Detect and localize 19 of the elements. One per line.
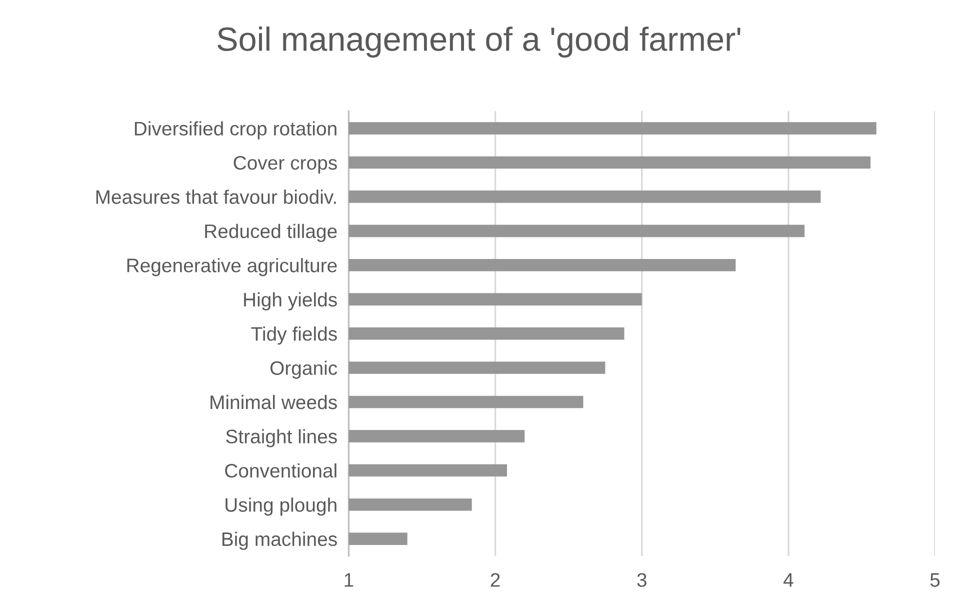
y-tick-label: Minimal weeds <box>210 394 337 410</box>
y-tick-label: Organic <box>270 360 338 379</box>
y-tick-label: Big machines <box>222 532 337 550</box>
y-tick-label: Straight lines <box>226 429 337 448</box>
x-tick-label: 4 <box>783 573 794 587</box>
y-tick-label: Measures that favour biodiv. <box>96 190 336 204</box>
y-tick-label: Regenerative agriculture <box>127 258 337 276</box>
y-tick-label: Conventional <box>225 463 336 478</box>
y-tick-label: High yields <box>244 292 337 310</box>
y-tick-label: Cover crops <box>234 156 337 174</box>
y-tick-label: Tidy fields <box>251 326 337 345</box>
y-tick-label: Using plough <box>226 498 336 516</box>
x-tick-label: 3 <box>637 573 646 587</box>
x-tick-label: 1 <box>344 573 354 587</box>
y-tick-label: Diversified crop rotation <box>134 121 336 140</box>
chart-title: Soil management of a 'good farmer' <box>218 26 740 58</box>
x-tick-label: 2 <box>490 573 500 587</box>
x-tick-label: 5 <box>930 573 940 587</box>
y-tick-label: Reduced tillage <box>205 224 337 242</box>
